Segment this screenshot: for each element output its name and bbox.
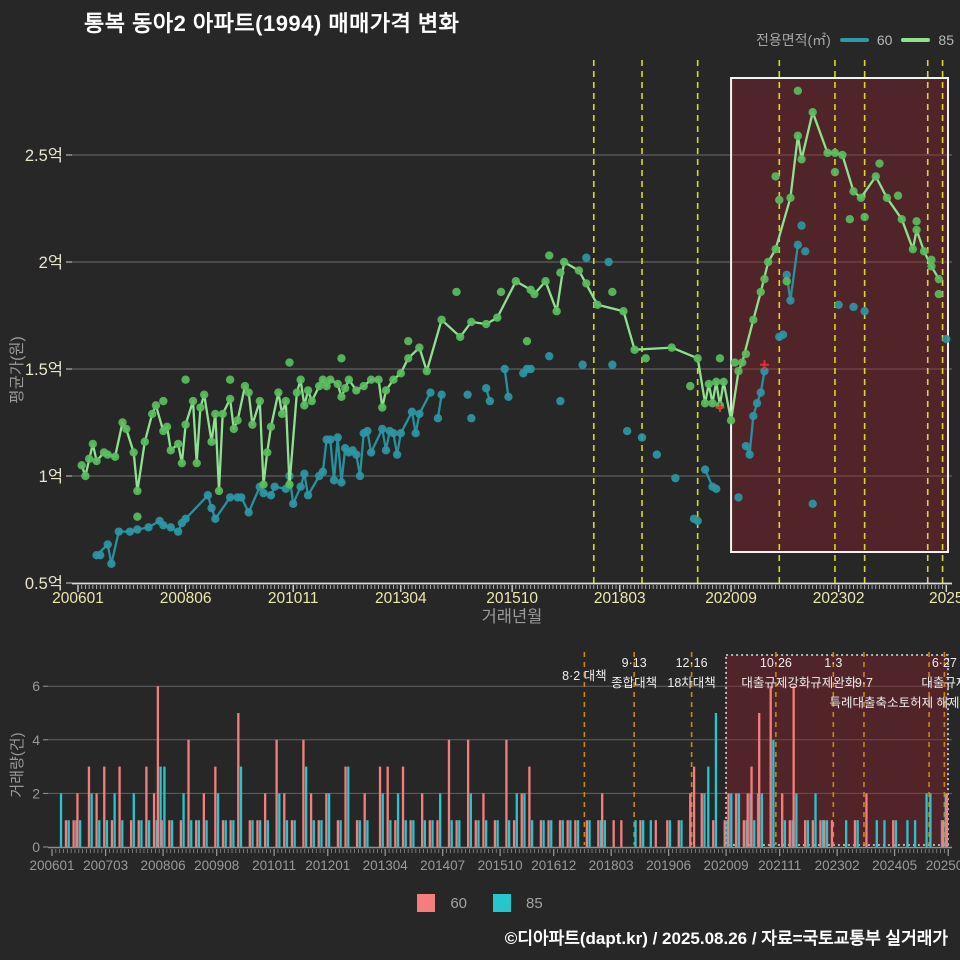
- svg-text:1.5억: 1.5억: [25, 360, 63, 379]
- legend-title: 전용면적(㎡): [755, 32, 831, 48]
- volume-event-lines: [583, 652, 946, 845]
- svg-text:대출규제: 대출규제: [921, 676, 960, 690]
- svg-text:202111: 202111: [758, 858, 801, 873]
- legend-item-60: 60: [839, 32, 893, 48]
- price-chart-legend: 전용면적(㎡) 60 85: [756, 30, 954, 50]
- svg-text:201011: 201011: [252, 858, 296, 873]
- price-series-85: [77, 86, 944, 521]
- svg-text:200806: 200806: [141, 858, 186, 873]
- svg-text:2025: 2025: [929, 590, 960, 607]
- svg-text:특례대출축소: 특례대출축소: [829, 696, 898, 710]
- svg-text:202302: 202302: [815, 858, 860, 873]
- svg-text:18차대책: 18차대책: [667, 675, 715, 690]
- svg-text:규제완화: 규제완화: [810, 676, 857, 690]
- volume-annotations: 8·2 대책 9·13 종합대책 12·16 18차대책 10·26 대출규제강화 1·3 규제…: [562, 656, 960, 710]
- svg-text:201304: 201304: [375, 590, 427, 607]
- price-highlight-box: [730, 77, 950, 553]
- legend-item-85: 85: [901, 32, 954, 48]
- volume-legend-item-60: 60: [417, 894, 467, 912]
- volume-highlight-box: [725, 654, 949, 846]
- svg-text:201510: 201510: [478, 858, 523, 873]
- svg-text:토허제 해제: 토허제 해제: [899, 696, 960, 710]
- svg-text:2억: 2억: [39, 253, 63, 272]
- volume-chart-legend: 60 85: [0, 894, 960, 912]
- svg-text:200806: 200806: [160, 590, 212, 607]
- svg-text:202009: 202009: [704, 858, 749, 873]
- price-history-chart: 0.5억 1억 1.5억 2억 2.5억 200601 200806 201011 201304…: [8, 60, 960, 626]
- footer-credit: ©디아파트(dapt.kr) / 2025.08.26 / 자료=국토교통부 실…: [504, 929, 948, 948]
- volume-grid: [48, 685, 952, 794]
- volume-legend-item-85: 85: [493, 894, 543, 912]
- legend-label-60: 60: [876, 32, 893, 48]
- svg-text:대출규제강화: 대출규제강화: [741, 676, 811, 690]
- svg-text:202405: 202405: [872, 858, 917, 873]
- svg-text:0: 0: [32, 839, 40, 855]
- svg-text:201304: 201304: [363, 858, 409, 873]
- svg-text:10·26: 10·26: [760, 656, 792, 670]
- svg-text:종합대책: 종합대책: [611, 675, 657, 690]
- volume-bars: [59, 686, 949, 847]
- volume-axes: 0 2 4 6 200601 200703 200806 200908 201011 201201…: [9, 678, 960, 873]
- svg-text:8·2 대책: 8·2 대책: [562, 668, 607, 683]
- svg-text:201803: 201803: [589, 858, 634, 873]
- price-series-60: [92, 221, 951, 568]
- bar-swatch-60-icon: [417, 894, 436, 912]
- svg-text:평균가(원): 평균가(원): [8, 336, 26, 403]
- legend-label-85: 85: [938, 32, 954, 48]
- svg-text:200703: 200703: [83, 858, 128, 873]
- svg-text:202009: 202009: [705, 590, 757, 607]
- svg-text:거래량(건): 거래량(건): [9, 732, 26, 797]
- svg-text:1억: 1억: [39, 467, 63, 486]
- svg-text:201612: 201612: [531, 858, 576, 873]
- price-axes: 0.5억 1억 1.5억 2억 2.5억 200601 200806 201011 201304…: [8, 146, 960, 626]
- svg-text:201906: 201906: [646, 858, 691, 873]
- volume-legend-label-60: 60: [450, 894, 467, 912]
- transaction-volume-chart: 8·2 대책 9·13 종합대책 12·16 18차대책 10·26 대출규제강화 1·3 규제…: [9, 652, 960, 873]
- page-title: 통복 동아2 아파트(1994) 매매가격 변화: [84, 11, 460, 36]
- svg-text:1·3: 1·3: [824, 656, 842, 670]
- svg-text:201011: 201011: [268, 590, 319, 607]
- svg-text:200601: 200601: [52, 590, 104, 607]
- svg-text:4: 4: [32, 732, 40, 748]
- svg-text:201510: 201510: [486, 590, 538, 607]
- svg-text:9·13: 9·13: [622, 656, 647, 670]
- line-swatch-85-icon: [901, 38, 931, 42]
- svg-text:201407: 201407: [420, 858, 465, 873]
- svg-text:202302: 202302: [813, 590, 865, 607]
- svg-text:200908: 200908: [194, 858, 239, 873]
- svg-text:2: 2: [32, 785, 40, 801]
- svg-text:0.5억: 0.5억: [25, 574, 63, 593]
- bar-swatch-85-icon: [493, 894, 511, 912]
- svg-text:9·7: 9·7: [855, 676, 873, 690]
- svg-text:6: 6: [32, 678, 40, 694]
- line-swatch-60-icon: [839, 38, 869, 42]
- svg-text:6·27: 6·27: [932, 656, 957, 670]
- svg-text:12·16: 12·16: [676, 656, 708, 670]
- svg-text:201201: 201201: [305, 858, 350, 873]
- svg-text:2.5억: 2.5억: [25, 146, 63, 165]
- svg-text:200601: 200601: [29, 858, 74, 873]
- svg-text:거래년월: 거래년월: [482, 607, 543, 626]
- volume-legend-label-85: 85: [526, 894, 543, 912]
- svg-text:201803: 201803: [594, 590, 646, 607]
- price-plus-markers: [715, 360, 769, 413]
- svg-text:202507: 202507: [926, 858, 960, 873]
